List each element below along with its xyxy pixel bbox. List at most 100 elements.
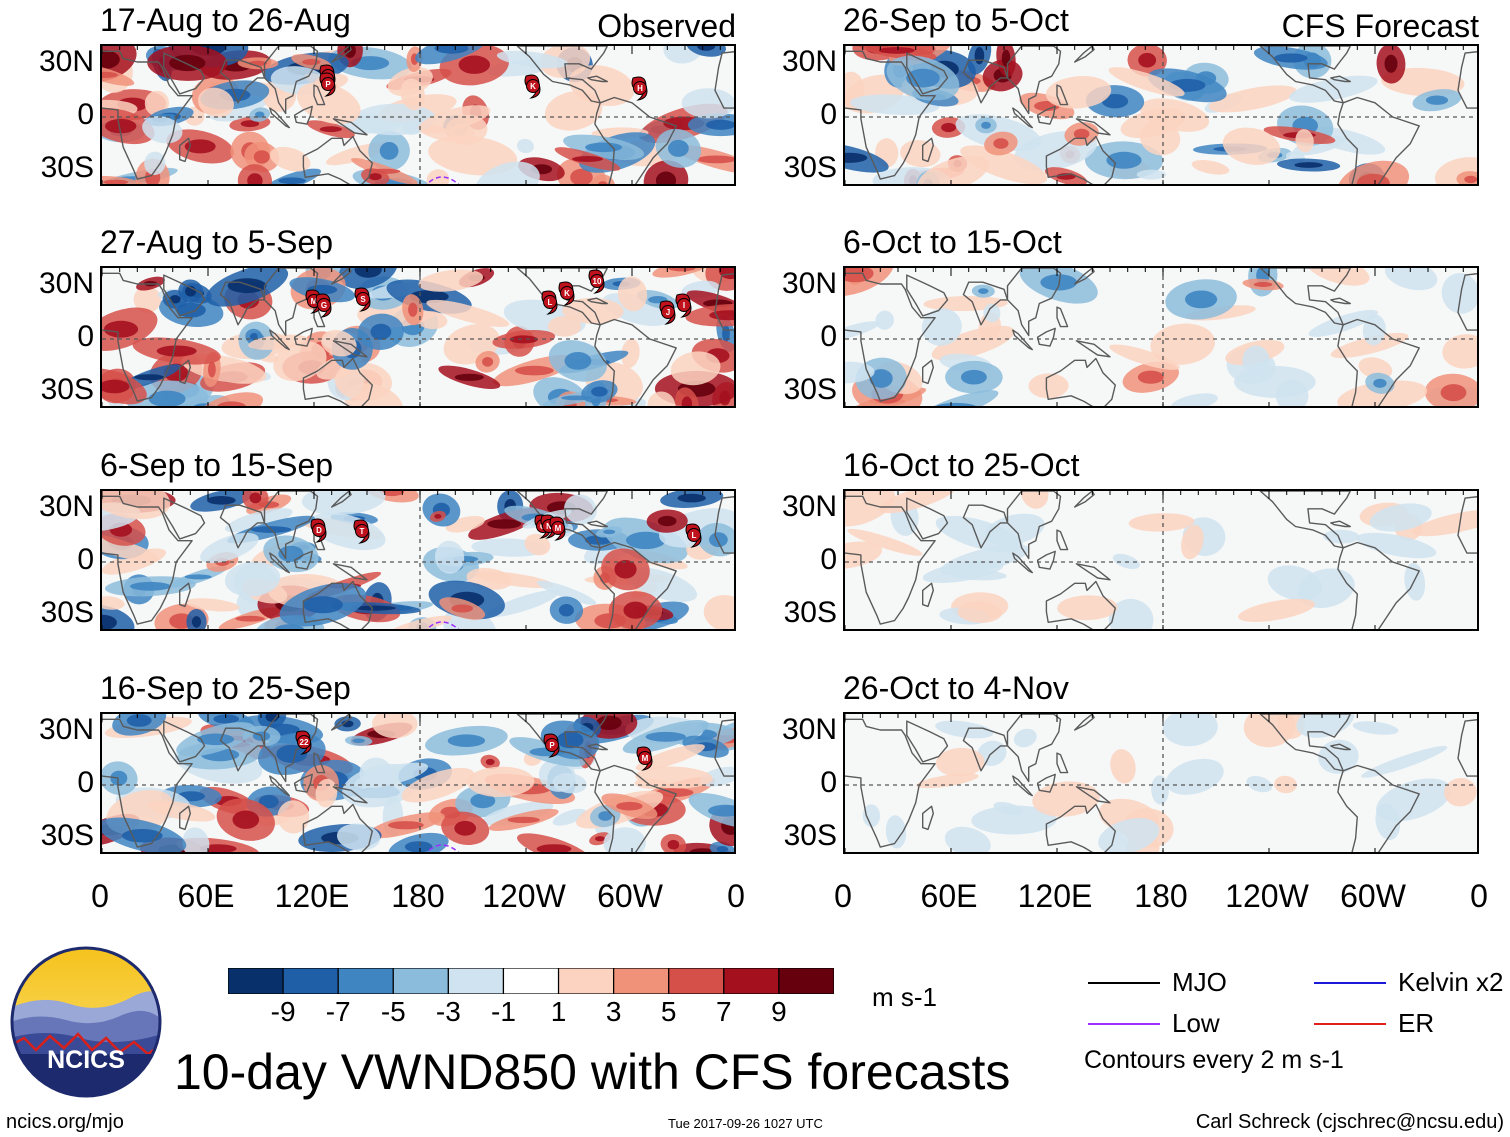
storm-label: M: [311, 297, 318, 306]
logo: NCICS: [10, 946, 162, 1098]
storm-marker: M: [636, 746, 653, 771]
storm-marker: 22: [295, 730, 312, 755]
legend-line-swatch: [1314, 982, 1386, 984]
colorbar-swatch: [502, 967, 560, 995]
lon-tick-label: 120E: [274, 878, 350, 914]
storm-label: T: [360, 527, 365, 536]
storm-label: P: [549, 741, 555, 750]
storm-marker: 10: [588, 269, 605, 294]
lon-tick-label: 180: [1134, 878, 1188, 914]
map-panel: [843, 266, 1479, 408]
colorbar-swatch: [337, 967, 394, 995]
footer-author: Carl Schreck (cjschrec@ncsu.edu): [1195, 1111, 1504, 1133]
lat-tick-label: 0: [820, 98, 837, 131]
lat-tick-label: 30N: [38, 712, 94, 746]
lat-tick-label: 30N: [781, 489, 837, 523]
storm-marker: K: [558, 281, 575, 306]
storm-marker: P: [319, 72, 336, 97]
lon-tick-label: 120E: [1017, 878, 1093, 914]
storm-label: K: [564, 289, 570, 298]
panel-title: 16-Sep to 25-Sep: [100, 670, 351, 706]
lon-tick-label: 60E: [920, 878, 978, 914]
lon-tick-label: 0: [91, 878, 109, 914]
panel-title: 26-Oct to 4-Nov: [843, 670, 1069, 706]
storm-marker: S: [354, 287, 371, 312]
colorbar: [227, 967, 835, 995]
panel-source-label: Observed: [597, 8, 736, 44]
storm-marker: T: [353, 519, 370, 544]
panel-title: 16-Oct to 25-Oct: [843, 447, 1080, 483]
lat-tick-label: 0: [820, 543, 837, 576]
lon-tick-label: 120W: [1225, 878, 1309, 914]
contour-note: Contours every 2 m s-1: [1084, 1046, 1344, 1074]
colorbar-swatch: [282, 967, 339, 995]
lat-tick-label: 0: [820, 766, 837, 799]
storm-marker: H: [631, 76, 648, 101]
lon-tick-label: 120W: [482, 878, 566, 914]
colorbar-tick-label: 5: [660, 996, 677, 1027]
storm-marker: P: [543, 733, 560, 758]
panel-source-label: CFS Forecast: [1281, 8, 1479, 44]
colorbar-tick-label: -7: [325, 996, 351, 1027]
footer-url[interactable]: ncics.org/mjo: [6, 1111, 124, 1133]
chart-title: 10-day VWND850 with CFS forecasts: [174, 1044, 1011, 1100]
legend-line-swatch: [1088, 1023, 1160, 1025]
map-panel: 22 P M: [100, 712, 736, 854]
colorbar-swatch: [613, 967, 670, 995]
lat-tick-label: 30N: [38, 489, 94, 523]
colorbar-tick-label: -9: [270, 996, 296, 1027]
lon-tick-label: 0: [727, 878, 745, 914]
logo-text: NCICS: [47, 1046, 125, 1074]
storm-label: N: [546, 522, 552, 531]
colorbar-swatch: [227, 967, 284, 995]
colorbar-tick-label: -5: [380, 996, 406, 1027]
storm-marker: L: [541, 290, 558, 315]
storm-label: I: [683, 301, 685, 310]
colorbar-tick-label: 3: [605, 996, 622, 1027]
lon-tick-label: 60W: [1340, 878, 1406, 914]
storm-label: M: [555, 524, 562, 533]
storm-label: L: [692, 531, 697, 540]
storm-label: S: [360, 295, 366, 304]
storm-label: L: [548, 298, 553, 307]
panel-title: 17-Aug to 26-Aug: [100, 2, 351, 38]
storm-marker: I: [675, 293, 692, 318]
legend-label: Kelvin x2: [1398, 967, 1504, 997]
lat-tick-label: 30N: [38, 44, 94, 78]
colorbar-tick-label: 9: [771, 996, 787, 1027]
colorbar-tick-label: -3: [435, 996, 461, 1027]
storm-label: M: [642, 754, 649, 763]
legend-label: Low: [1172, 1008, 1220, 1038]
map-panel: [843, 489, 1479, 631]
panel-title: 6-Oct to 15-Oct: [843, 224, 1062, 260]
storm-label: G: [321, 301, 327, 310]
storm-label: H: [637, 84, 643, 93]
lat-tick-label: 0: [820, 320, 837, 353]
colorbar-units: m s-1: [872, 982, 937, 1012]
lat-tick-label: 30N: [781, 266, 837, 300]
map-panel: H P K H: [100, 44, 736, 186]
map-panel: M G S L K 10 J I: [100, 266, 736, 408]
colorbar-tick-label: 1: [550, 996, 567, 1027]
colorbar-swatch: [447, 967, 505, 995]
lon-tick-label: 0: [1470, 878, 1488, 914]
lat-tick-label: 30S: [40, 151, 94, 185]
lat-tick-label: 30S: [40, 596, 94, 630]
lat-tick-label: 30S: [783, 596, 837, 630]
lon-tick-label: 60E: [177, 878, 235, 914]
lat-tick-label: 0: [77, 543, 94, 576]
legend-label: ER: [1398, 1008, 1435, 1038]
storm-marker: K: [524, 74, 541, 99]
panel-title: 6-Sep to 15-Sep: [100, 447, 334, 483]
lat-tick-label: 30S: [40, 373, 94, 407]
footer-timestamp: Tue 2017-09-26 1027 UTC: [668, 1116, 823, 1131]
legend-label: MJO: [1172, 967, 1227, 997]
lon-tick-label: 0: [834, 878, 852, 914]
colorbar-tick-label: -1: [491, 996, 516, 1027]
legend-line-swatch: [1314, 1023, 1386, 1025]
storm-label: P: [325, 80, 331, 89]
panel-title: 26-Sep to 5-Oct: [843, 2, 1069, 38]
legend-line-swatch: [1088, 982, 1160, 984]
storm-marker: M: [549, 516, 566, 541]
panel-title: 27-Aug to 5-Sep: [100, 224, 334, 260]
